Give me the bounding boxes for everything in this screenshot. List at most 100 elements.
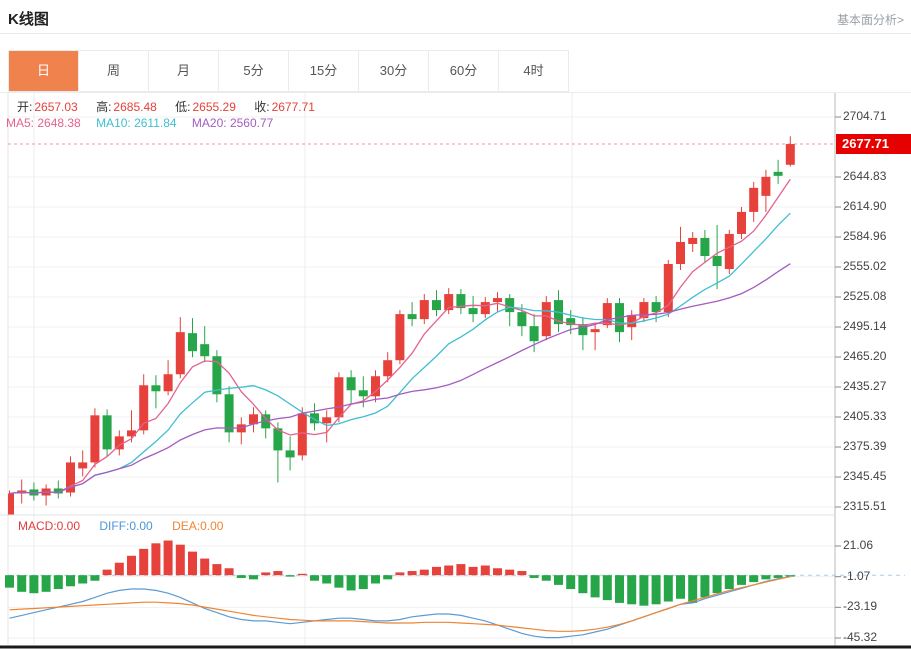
candle-body [78,462,88,469]
candle-body [529,326,539,342]
candle-body [66,462,75,493]
macd-bar [310,575,319,581]
candle-body [407,314,417,320]
macd-axis-label: -45.32 [843,630,878,644]
gridlines [8,93,835,645]
candle-body [578,324,588,336]
low-label: 低: [175,100,191,114]
price-axis-label: 2345.45 [843,468,887,483]
tab-week[interactable]: 周 [79,51,149,91]
macd-bar [407,571,417,576]
macd-bar [468,566,478,576]
macd-bar [273,571,283,576]
macd-layer [5,540,795,639]
macd-bar [236,575,246,578]
macd-bar [566,575,576,590]
candle-body [371,376,380,397]
macd-bar [371,575,380,584]
macd-bar [395,572,405,576]
candle-body [566,318,576,326]
candle-body [273,428,283,451]
candle-body [200,344,210,357]
macd-bar [590,575,600,598]
ma5-line [9,178,791,495]
macd-bar [151,543,161,576]
ma20-line [9,263,791,495]
tab-30min[interactable]: 30分 [359,51,429,91]
macd-bar [5,575,14,588]
candle-body [651,302,661,313]
price-axis-label: 2495.14 [843,319,887,333]
macd-bar [724,575,734,590]
candle-body [249,414,258,425]
candle-body [590,329,600,333]
candle-body [737,211,746,234]
macd-bar [688,575,698,603]
macd-bar [383,575,393,580]
page-title: K线图 [8,11,49,28]
macd-bar [17,575,27,592]
candle-body [114,436,124,450]
macd-bar [66,575,75,587]
macd-bar [517,571,527,576]
macd-bar [212,564,222,576]
macd-bar [249,575,258,580]
candle-body [663,264,673,313]
macd-bar [53,575,63,590]
ma5-legend: MA5: 2648.38 [6,116,81,130]
candle-body [785,144,795,165]
candle-body [334,377,344,418]
macd-bar [432,566,441,576]
high-pair: 高: 2685.48 [96,100,157,114]
price-axis-label: 2644.83 [843,169,887,183]
candle-body [480,302,490,315]
candle-body [676,241,685,265]
candle-body [724,233,734,270]
candle-body [700,237,710,256]
macd-bar [163,540,173,576]
ma20-legend: MA20: 2560.77 [191,116,274,130]
dea-legend: DEA:0.00 [172,519,224,533]
macd-bar [444,565,454,576]
macd-bar [737,575,746,585]
macd-bar [285,575,295,577]
low-value: 2655.29 [192,100,236,114]
macd-bar [700,575,710,598]
candle-body [285,450,295,458]
price-axis-label: 2315.51 [843,499,887,513]
tab-4hour[interactable]: 4时 [499,51,568,91]
tab-5min[interactable]: 5分 [219,51,289,91]
macd-bar [529,575,539,578]
macd-bar [334,575,344,588]
diff-legend: DIFF:0.00 [99,519,153,533]
price-axis-label: 2375.39 [843,438,887,453]
tab-month[interactable]: 月 [149,51,219,91]
candle-body [468,308,478,315]
fundamental-analysis-link[interactable]: 基本面分析> [836,13,904,27]
macd-bar [139,548,149,576]
tab-60min[interactable]: 60分 [429,51,499,91]
candle-body [773,171,783,176]
macd-bar [773,575,783,578]
candle-body [419,300,429,320]
candle-body [151,385,161,392]
candle-body [493,298,502,303]
candle-body [310,413,319,424]
tab-day[interactable]: 日 [9,51,79,91]
open-value: 2657.03 [34,100,78,114]
price-axis-label: 2555.02 [843,258,887,273]
macd-bar [175,544,185,576]
candle-body [627,315,637,328]
macd-bar [627,575,637,605]
low-pair: 低: 2655.29 [175,100,236,114]
tab-15min[interactable]: 15分 [289,51,359,91]
candle-body [639,302,649,319]
macd-bar [554,575,563,585]
tabbar-bottom-border [0,92,911,93]
macd-bar [261,572,271,576]
candle-body [322,417,332,424]
header-divider [0,33,911,34]
macd-axis-label: -23.19 [843,599,878,614]
close-label: 收: [254,100,270,114]
